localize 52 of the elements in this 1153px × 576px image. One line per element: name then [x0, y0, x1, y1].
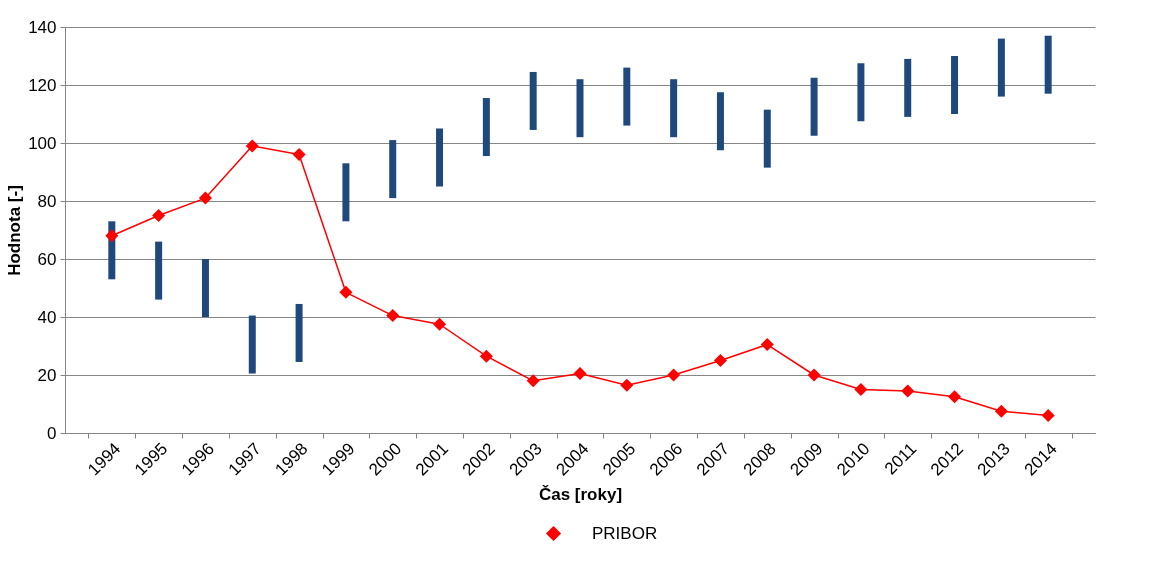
point — [479, 349, 493, 363]
point — [526, 374, 540, 388]
point — [292, 148, 306, 162]
point — [386, 309, 400, 323]
y-tick-label: 40 — [37, 307, 57, 327]
bar — [576, 79, 584, 138]
point — [760, 338, 774, 352]
point — [198, 191, 212, 205]
y-tick-label: 60 — [37, 249, 57, 269]
point — [573, 367, 587, 381]
bar — [1044, 35, 1052, 94]
bar — [389, 140, 397, 199]
point — [152, 208, 166, 223]
point — [433, 317, 447, 331]
point — [994, 404, 1008, 418]
point — [807, 368, 821, 382]
bar — [857, 63, 865, 122]
y-tick-label: 20 — [37, 365, 57, 385]
legend-label: PRIBOR — [592, 523, 658, 543]
bar — [904, 58, 912, 117]
bar — [342, 163, 350, 222]
point — [667, 368, 681, 382]
bar — [201, 259, 209, 317]
y-tick-label: 120 — [28, 75, 57, 95]
bar — [248, 315, 256, 374]
point — [339, 285, 353, 299]
point — [713, 353, 727, 368]
bar — [436, 128, 444, 187]
y-tick-label: 0 — [47, 423, 57, 443]
point — [1041, 409, 1055, 423]
x-axis-title: Čas [roky] — [538, 484, 623, 504]
bar — [295, 303, 303, 362]
bar — [529, 71, 537, 130]
y-tick-label: 80 — [37, 191, 57, 211]
point — [245, 139, 259, 153]
point — [105, 229, 119, 243]
bar — [810, 77, 818, 136]
bar — [482, 98, 490, 157]
point — [854, 382, 868, 397]
bar — [155, 241, 163, 300]
point — [620, 378, 634, 392]
bar — [670, 79, 678, 138]
bar — [763, 109, 771, 168]
point — [948, 390, 962, 404]
point — [901, 384, 915, 398]
bar — [623, 67, 631, 126]
y-tick-label: 100 — [28, 133, 57, 153]
y-axis-title: Hodnota [-] — [5, 185, 25, 276]
bar — [997, 38, 1005, 97]
y-tick-label: 140 — [28, 17, 57, 37]
bar — [716, 92, 724, 151]
bar — [951, 56, 959, 114]
